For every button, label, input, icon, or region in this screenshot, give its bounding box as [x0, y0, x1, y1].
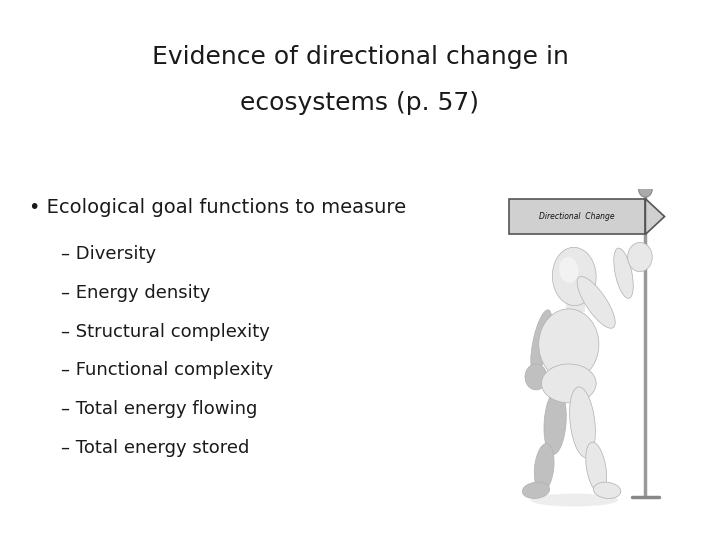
Ellipse shape [559, 257, 578, 283]
Circle shape [639, 181, 652, 197]
Text: – Total energy stored: – Total energy stored [61, 439, 250, 457]
Ellipse shape [593, 482, 621, 498]
Ellipse shape [586, 442, 606, 493]
Text: – Functional complexity: – Functional complexity [61, 361, 274, 380]
Text: – Energy density: – Energy density [61, 284, 210, 302]
Polygon shape [645, 199, 665, 234]
Ellipse shape [544, 390, 567, 455]
Circle shape [525, 364, 547, 390]
Ellipse shape [541, 364, 596, 403]
Circle shape [628, 242, 652, 272]
Ellipse shape [531, 494, 618, 507]
Text: – Structural complexity: – Structural complexity [61, 322, 270, 341]
Ellipse shape [570, 387, 595, 457]
Ellipse shape [522, 482, 549, 498]
Text: – Diversity: – Diversity [61, 245, 156, 263]
Text: – Total energy flowing: – Total energy flowing [61, 400, 258, 418]
Bar [566, 293, 585, 312]
Ellipse shape [534, 443, 554, 492]
Ellipse shape [552, 247, 596, 306]
Text: Directional  Change: Directional Change [539, 212, 615, 221]
Ellipse shape [613, 248, 634, 299]
Text: Evidence of directional change in: Evidence of directional change in [152, 45, 568, 69]
Ellipse shape [531, 310, 552, 373]
Ellipse shape [577, 276, 615, 328]
Text: • Ecological goal functions to measure: • Ecological goal functions to measure [29, 198, 406, 218]
Ellipse shape [539, 309, 599, 380]
Bar [508, 199, 645, 234]
Text: ecosystems (p. 57): ecosystems (p. 57) [240, 91, 480, 114]
